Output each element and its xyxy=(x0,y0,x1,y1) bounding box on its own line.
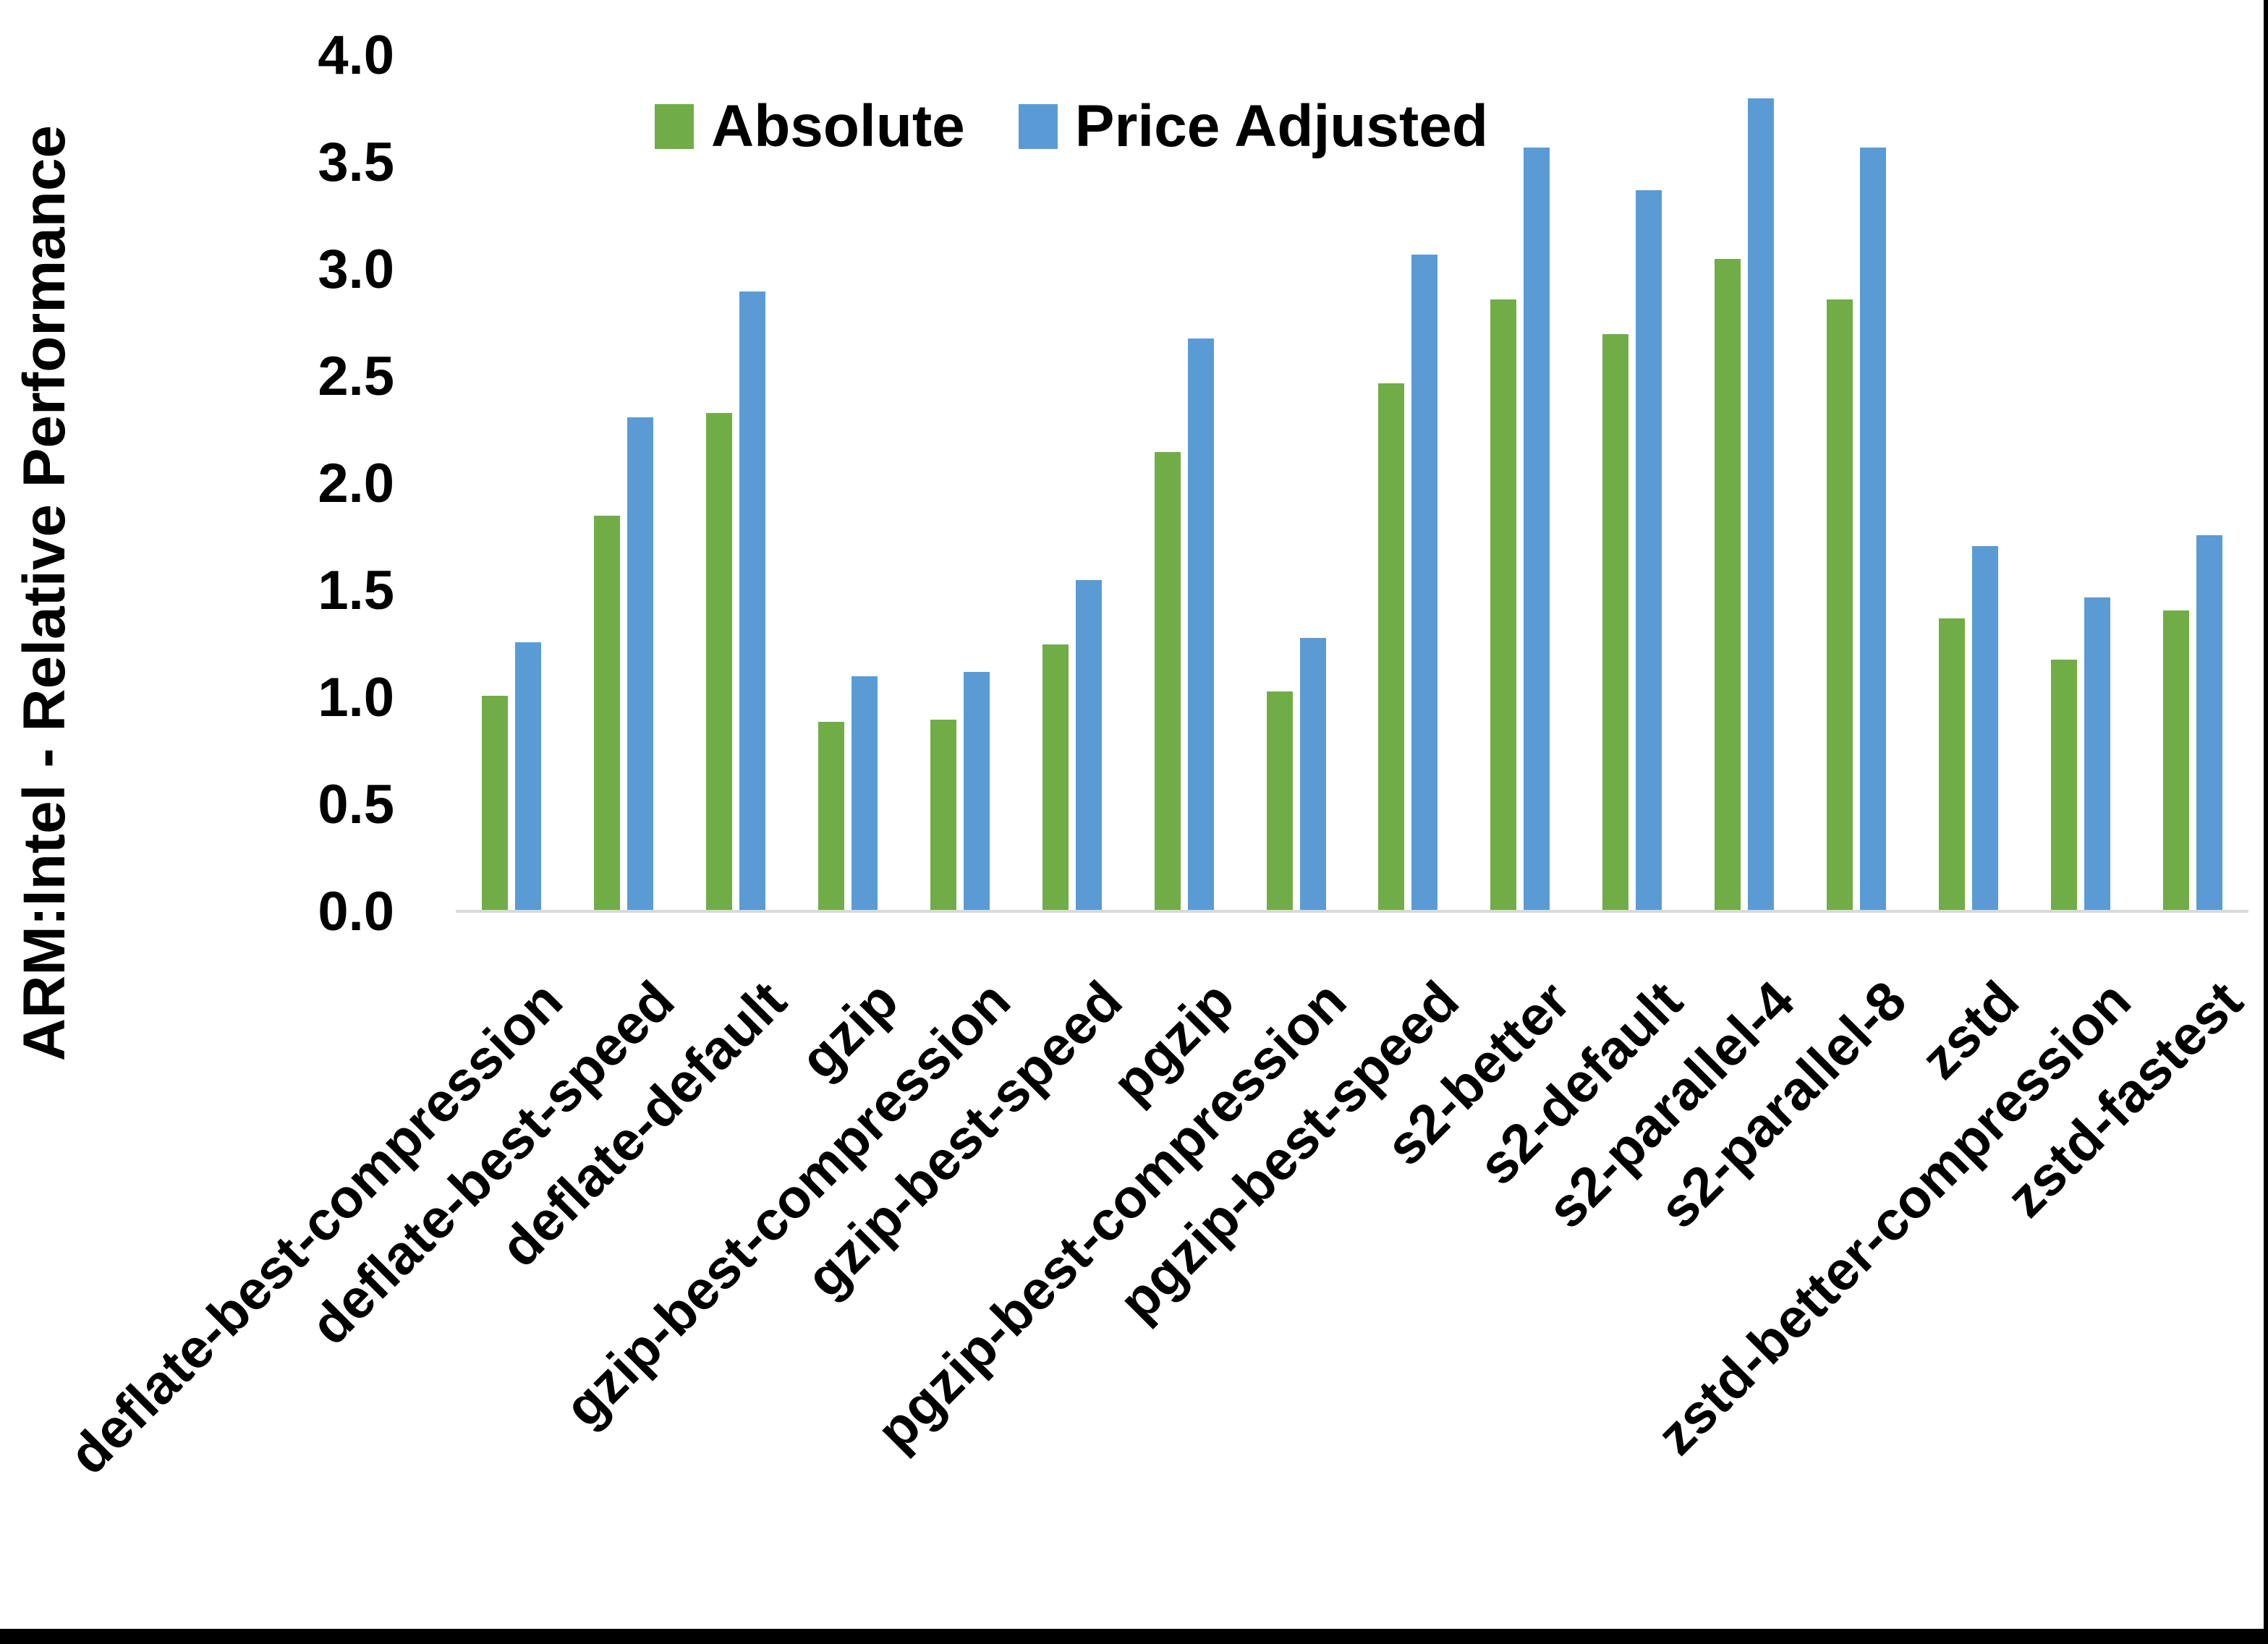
bar-price-adjusted-zstd-fastest xyxy=(2196,535,2222,912)
legend-swatch-price-adjusted xyxy=(1018,104,1058,149)
bar-price-adjusted-s2-parallel-8 xyxy=(1859,148,1886,912)
bar-absolute-s2-better xyxy=(1490,299,1517,912)
bar-price-adjusted-deflate-best-compression xyxy=(515,642,542,912)
window-edge-bottom xyxy=(0,1629,2268,1644)
bar-absolute-deflate-default xyxy=(706,413,733,912)
bar-absolute-zstd xyxy=(1938,618,1965,912)
bar-price-adjusted-gzip-best-speed xyxy=(1075,580,1102,912)
bar-absolute-s2-parallel-8 xyxy=(1826,299,1853,912)
legend-label-absolute: Absolute xyxy=(711,93,965,159)
bar-price-adjusted-pgzip xyxy=(1187,338,1214,912)
bar-absolute-pgzip xyxy=(1154,451,1181,912)
bar-price-adjusted-pgzip-best-speed xyxy=(1411,255,1438,912)
y-tick-1.0: 1.0 xyxy=(318,667,394,728)
bar-absolute-zstd-better-compression xyxy=(2050,659,2077,912)
bar-absolute-pgzip-best-compression xyxy=(1266,691,1293,912)
bar-absolute-deflate-best-speed xyxy=(594,516,621,912)
bar-price-adjusted-s2-better xyxy=(1524,148,1550,912)
legend-swatch-absolute xyxy=(655,104,694,149)
bar-price-adjusted-gzip-best-compression xyxy=(963,672,990,912)
y-axis-title: ARM:Intel - Relative Performance xyxy=(12,124,77,1062)
legend-item-price-adjusted: Price Adjusted xyxy=(1018,93,1488,159)
y-tick-2.0: 2.0 xyxy=(318,453,394,514)
bar-price-adjusted-pgzip-best-compression xyxy=(1299,638,1326,912)
legend: Absolute Price Adjusted xyxy=(655,94,1488,159)
bar-absolute-s2-default xyxy=(1602,333,1629,912)
bar-absolute-zstd-fastest xyxy=(2162,610,2189,912)
bar-price-adjusted-gzip xyxy=(851,676,878,912)
bar-absolute-deflate-best-compression xyxy=(482,696,509,912)
x-axis-line xyxy=(456,910,2248,913)
bar-absolute-s2-parallel-4 xyxy=(1715,259,1741,912)
y-tick-3.5: 3.5 xyxy=(318,132,394,193)
y-tick-4.0: 4.0 xyxy=(318,25,394,86)
y-tick-1.5: 1.5 xyxy=(318,560,394,621)
bar-price-adjusted-zstd-better-compression xyxy=(2084,597,2110,912)
y-tick-2.5: 2.5 xyxy=(318,346,394,407)
window-edge-right xyxy=(2264,0,2268,1644)
legend-item-absolute: Absolute xyxy=(655,94,965,159)
bar-price-adjusted-s2-parallel-4 xyxy=(1748,98,1775,912)
y-tick-3.0: 3.0 xyxy=(318,239,394,300)
bar-price-adjusted-deflate-default xyxy=(739,291,766,912)
bar-absolute-pgzip-best-speed xyxy=(1378,383,1405,912)
bar-absolute-gzip-best-speed xyxy=(1042,644,1069,912)
y-tick-0.0: 0.0 xyxy=(318,881,394,942)
y-tick-0.5: 0.5 xyxy=(318,774,394,835)
legend-label-price-adjusted: Price Adjusted xyxy=(1074,93,1488,159)
bar-price-adjusted-s2-default xyxy=(1636,190,1662,912)
bar-absolute-gzip xyxy=(818,721,845,912)
bar-price-adjusted-deflate-best-speed xyxy=(627,417,654,912)
bar-price-adjusted-zstd xyxy=(1971,545,1998,912)
bar-absolute-gzip-best-compression xyxy=(930,719,956,912)
